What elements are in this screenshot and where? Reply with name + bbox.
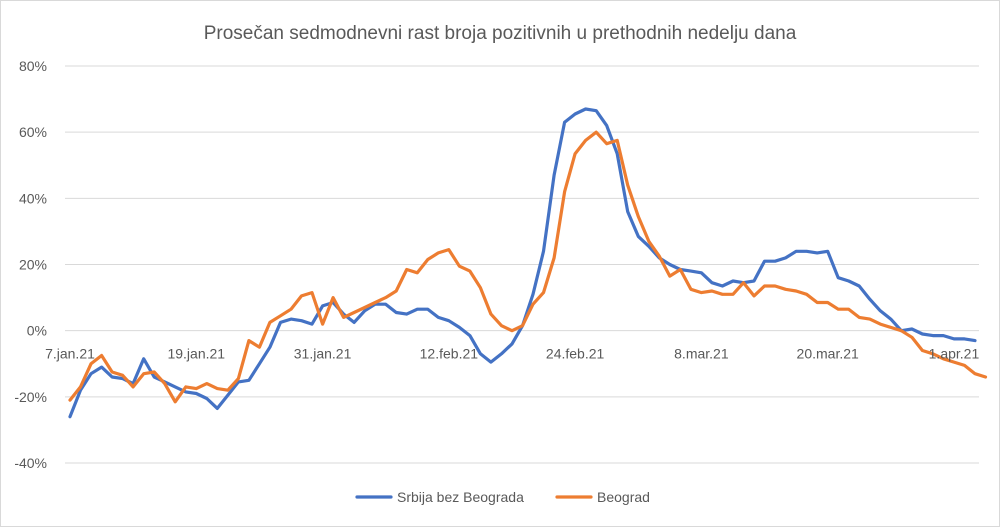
y-tick-label: 0% (27, 323, 47, 339)
legend-label: Srbija bez Beograda (397, 489, 524, 505)
x-axis-ticks: 7.jan.21 19.jan.21 31.jan.21 12.feb.21 24.fe… (45, 346, 979, 362)
series-lines (68, 107, 988, 419)
chart-title: Prosečan sedmodnevni rast broja pozitivn… (204, 23, 797, 44)
x-tick-label: 12.feb.21 (420, 346, 479, 362)
legend: Srbija bez Beograda Beograd (355, 489, 650, 505)
x-tick-label: 19.jan.21 (167, 346, 225, 362)
y-tick-label: -40% (14, 455, 47, 471)
x-tick-label: 8.mar.21 (674, 346, 729, 362)
x-tick-label: 31.jan.21 (294, 346, 352, 362)
y-axis-ticks: 80% 60% 40% 20% 0% -20% -40% (14, 58, 47, 471)
y-tick-label: 20% (19, 257, 47, 273)
y-tick-label: 60% (19, 124, 47, 140)
gridlines (65, 65, 979, 464)
legend-label: Beograd (597, 489, 650, 505)
x-tick-label: 20.mar.21 (797, 346, 859, 362)
x-tick-label: 7.jan.21 (45, 346, 95, 362)
y-tick-label: 80% (19, 58, 47, 74)
series-line-srbija-bez-beograda (68, 107, 977, 419)
y-tick-label: -20% (14, 389, 47, 405)
y-tick-label: 40% (19, 190, 47, 206)
x-tick-label: 24.feb.21 (546, 346, 605, 362)
series-line-beograd (68, 130, 988, 404)
x-tick-label: 1.apr.21 (929, 346, 980, 362)
